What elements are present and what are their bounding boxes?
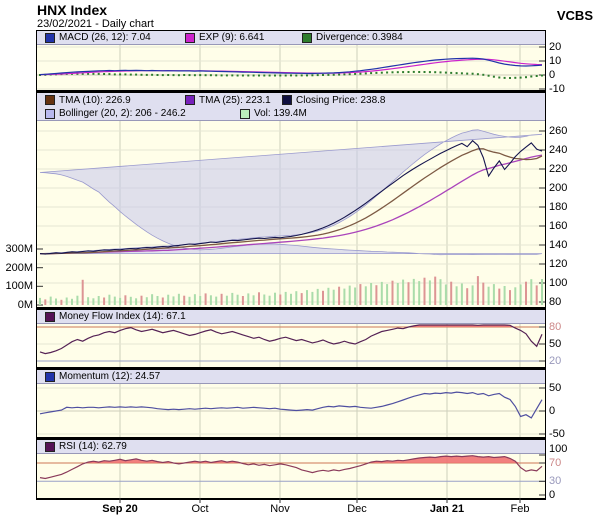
y-axis-tick: 200 [549, 182, 568, 194]
rsi-plot [37, 454, 545, 498]
brand-logo: VCBS [556, 8, 593, 23]
x-axis-label: Oct [191, 503, 209, 515]
x-axis-label: Jan 21 [429, 503, 465, 515]
x-axis-label: Feb [510, 503, 530, 515]
x-axis-label: Sep 20 [102, 503, 138, 515]
y-axis-tick: 220 [549, 163, 568, 175]
price-panel: TMA (10): 226.9 TMA (25): 223.1 Closing … [36, 92, 546, 309]
divergence-swatch-icon [302, 32, 312, 43]
y-axis-tick: 20 [549, 41, 562, 53]
y-axis-tick: 260 [549, 125, 568, 137]
y-axis-tick: 100 [549, 277, 568, 289]
legend-item-bollinger: Bollinger (20, 2): 206 - 246.2 [45, 108, 240, 119]
macd-panel: MACD (26, 12): 7.04 EXP (9): 6.641 Diver… [36, 30, 546, 92]
legend-item-tma10: TMA (10): 226.9 [45, 95, 185, 106]
price-legend-row2: Bollinger (20, 2): 206 - 246.2 Vol: 139.… [37, 107, 545, 121]
legend-label: RSI (14): 62.79 [59, 441, 127, 452]
mfi-plot [37, 324, 545, 367]
tma10-swatch-icon [45, 95, 55, 105]
legend-label: Momentum (12): 24.57 [59, 371, 161, 382]
legend-label: Closing Price: 238.8 [296, 94, 386, 106]
legend-label: EXP (9): 6.641 [199, 32, 265, 43]
y-axis-tick: 50 [549, 338, 562, 350]
legend-item-rsi: RSI (14): 62.79 [45, 441, 127, 452]
y-axis-tick: 0 [549, 405, 556, 417]
y-axis-tick: 240 [549, 144, 568, 156]
chart-subtitle: 23/02/2021 - Daily chart [37, 18, 154, 30]
mfi-legend: Money Flow Index (14): 67.1 [37, 310, 545, 324]
legend-item-closing-price: Closing Price: 238.8 [282, 95, 386, 106]
y-axis-tick: 20 [549, 355, 562, 367]
legend-item-momentum: Momentum (12): 24.57 [45, 371, 160, 382]
y-axis-tick: 100 [549, 443, 568, 455]
page-title: HNX Index [37, 2, 108, 18]
price-legend-row1: TMA (10): 226.9 TMA (25): 223.1 Closing … [37, 93, 545, 107]
rsi-legend: RSI (14): 62.79 [37, 440, 545, 454]
legend-item-divergence: Divergence: 0.3984 [302, 32, 403, 43]
x-axis-ticks [119, 498, 521, 503]
rsi-panel: RSI (14): 62.79 [36, 439, 546, 500]
y-axis-tick: 10 [549, 55, 562, 67]
closing-price-swatch-icon [282, 95, 292, 105]
legend-label: Divergence: 0.3984 [316, 32, 403, 43]
price-plot [37, 121, 545, 307]
macd-plot [37, 45, 545, 90]
tma25-swatch-icon [185, 95, 195, 105]
momentum-legend: Momentum (12): 24.57 [37, 370, 545, 384]
legend-item-exp: EXP (9): 6.641 [185, 32, 302, 43]
x-axis-label: Dec [347, 503, 367, 515]
legend-label: TMA (25): 223.1 [199, 94, 271, 106]
macd-swatch-icon [45, 32, 55, 43]
y-axis-tick: -10 [549, 83, 565, 95]
legend-label: MACD (26, 12): 7.04 [59, 32, 151, 43]
momentum-plot [37, 384, 545, 437]
y-axis-tick: 100M [5, 280, 33, 292]
y-axis-tick: 70 [549, 457, 562, 469]
y-axis-tick: 80 [549, 296, 562, 308]
legend-label: Money Flow Index (14): 67.1 [59, 311, 186, 322]
legend-label: Vol: 139.4M [254, 108, 307, 119]
momentum-swatch-icon [45, 371, 55, 382]
legend-item-mfi: Money Flow Index (14): 67.1 [45, 311, 186, 322]
legend-label: Bollinger (20, 2): 206 - 246.2 [59, 108, 186, 119]
y-axis-tick: 0M [17, 299, 33, 311]
y-axis-tick: 50 [549, 382, 562, 394]
legend-label: TMA (10): 226.9 [59, 94, 131, 106]
y-axis-tick: 140 [549, 239, 568, 251]
mfi-swatch-icon [45, 311, 55, 322]
rsi-swatch-icon [45, 441, 55, 452]
legend-item-macd: MACD (26, 12): 7.04 [45, 32, 185, 43]
y-axis-tick: 300M [5, 243, 33, 255]
y-axis-tick: -50 [549, 428, 565, 440]
y-axis-tick: 30 [549, 475, 562, 487]
y-axis-tick: 0 [549, 69, 556, 81]
exp-swatch-icon [185, 32, 195, 43]
y-axis-tick: 180 [549, 201, 568, 213]
legend-item-tma25: TMA (25): 223.1 [185, 95, 282, 106]
momentum-panel: Momentum (12): 24.57 [36, 369, 546, 439]
y-axis-tick: 120 [549, 258, 568, 270]
y-axis-tick: 200M [5, 262, 33, 274]
bollinger-swatch-icon [45, 108, 55, 119]
y-axis-tick: 160 [549, 220, 568, 232]
x-axis-label: Nov [270, 503, 290, 515]
legend-item-volume: Vol: 139.4M [240, 108, 307, 119]
volume-swatch-icon [240, 108, 250, 119]
y-axis-tick: 80 [549, 321, 562, 333]
mfi-panel: Money Flow Index (14): 67.1 [36, 309, 546, 369]
macd-legend: MACD (26, 12): 7.04 EXP (9): 6.641 Diver… [37, 31, 545, 45]
